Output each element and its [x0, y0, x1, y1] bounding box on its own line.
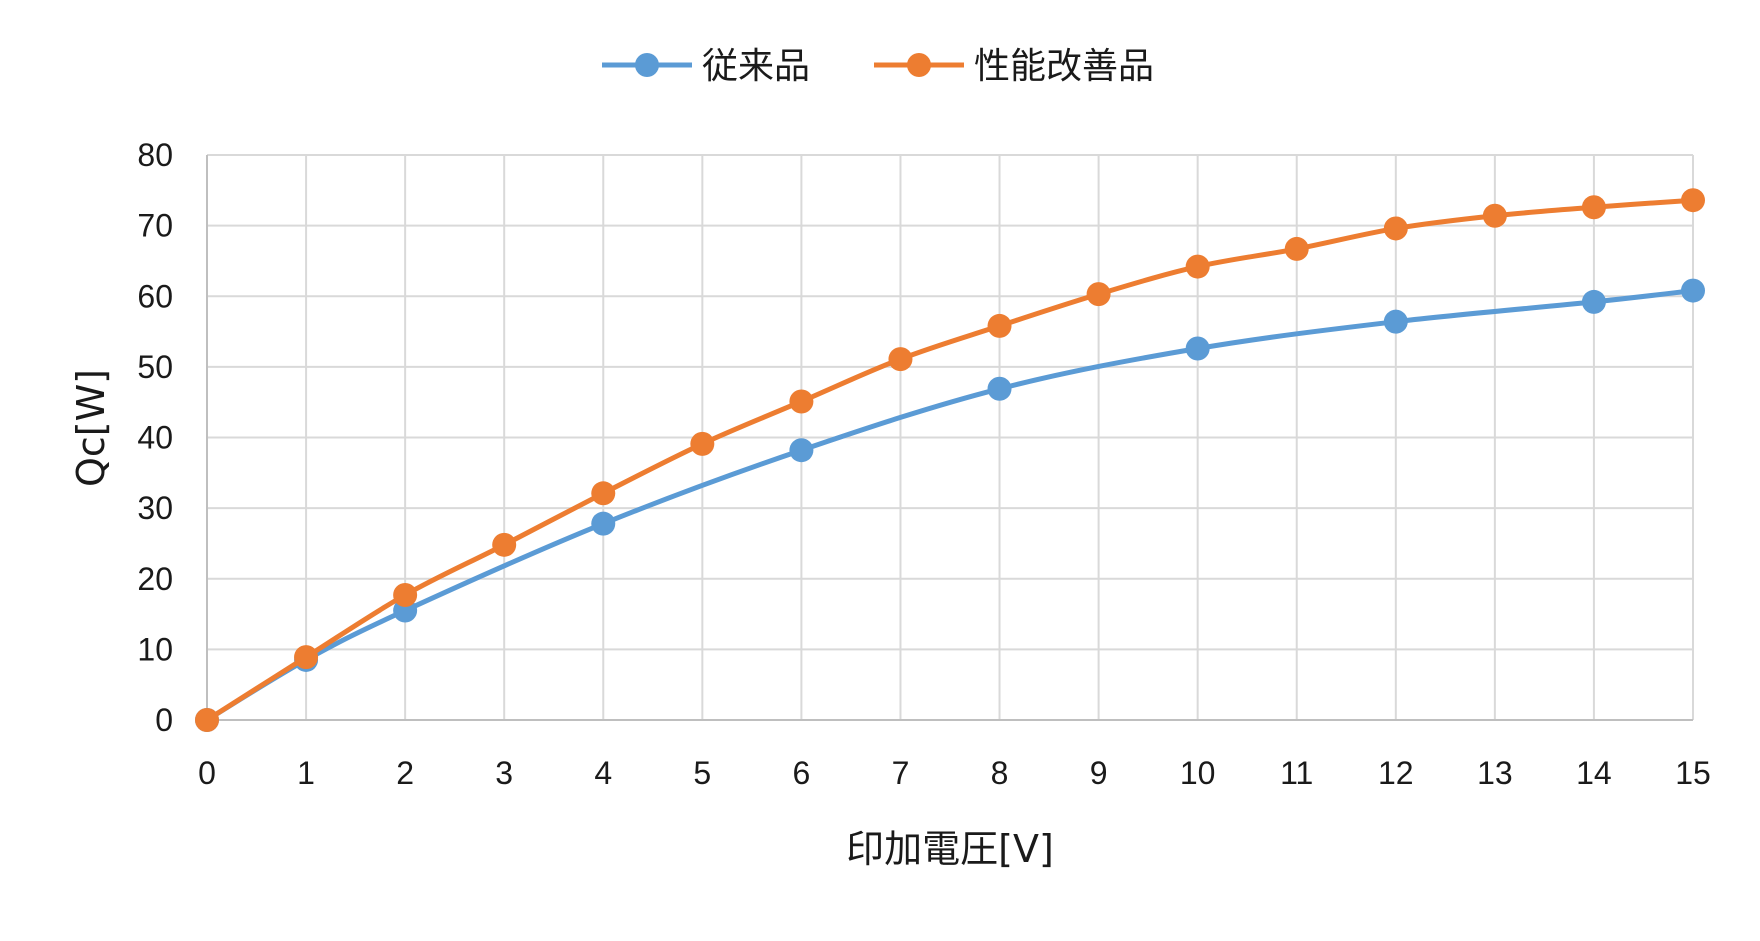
data-point — [987, 376, 1012, 401]
x-tick-label: 1 — [297, 755, 315, 791]
legend-marker-series-1 — [635, 53, 659, 77]
x-tick-label: 9 — [1090, 755, 1108, 791]
y-axis-title: Qc[W] — [69, 369, 113, 487]
data-point — [1185, 254, 1210, 279]
legend-item-series-1: 従来品 — [602, 46, 810, 87]
series-layer — [195, 188, 1705, 732]
legend-item-series-2: 性能改善品 — [874, 46, 1154, 87]
data-point — [1383, 309, 1408, 334]
data-point — [1581, 289, 1606, 314]
data-point — [1185, 336, 1210, 361]
data-point — [1681, 278, 1705, 303]
data-point — [294, 645, 319, 670]
x-tick-label: 13 — [1477, 755, 1513, 791]
axes — [206, 155, 1693, 721]
data-point — [888, 347, 913, 372]
y-tick-labels: 0 10 20 30 40 50 60 70 80 — [137, 137, 173, 738]
y-tick-label: 40 — [137, 420, 173, 456]
legend-label-series-1: 従来品 — [702, 46, 810, 87]
x-tick-label: 4 — [594, 755, 612, 791]
x-axis-title: 印加電圧[V] — [846, 827, 1054, 871]
x-tick-label: 10 — [1180, 755, 1216, 791]
data-point — [690, 431, 715, 456]
data-point — [195, 708, 219, 732]
data-point — [789, 438, 814, 463]
x-tick-label: 6 — [793, 755, 811, 791]
x-tick-label: 7 — [892, 755, 910, 791]
data-point — [1383, 216, 1408, 241]
data-point — [987, 313, 1012, 338]
data-point — [591, 511, 616, 536]
y-tick-label: 20 — [137, 561, 173, 597]
data-point — [1681, 188, 1705, 213]
legend: 従来品 性能改善品 — [602, 46, 1154, 87]
x-tick-label: 15 — [1675, 755, 1711, 791]
x-tick-label: 0 — [198, 755, 216, 791]
y-tick-label: 80 — [137, 137, 173, 173]
legend-marker-series-2 — [907, 53, 931, 77]
y-tick-label: 70 — [137, 208, 173, 244]
series-line-1 — [204, 288, 1696, 723]
data-point — [1581, 195, 1606, 220]
series-2 — [195, 188, 1705, 732]
series-1 — [195, 278, 1705, 732]
data-point — [1284, 236, 1309, 261]
data-point — [492, 532, 517, 557]
grid-lines — [207, 154, 1694, 720]
series-line-2 — [204, 197, 1696, 723]
x-tick-label: 11 — [1280, 755, 1313, 791]
data-point — [393, 582, 418, 607]
x-tick-labels: 0 1 2 3 4 5 6 7 8 9 10 11 12 13 14 15 — [198, 755, 1711, 791]
x-tick-label: 2 — [396, 755, 414, 791]
y-tick-label: 10 — [137, 631, 173, 667]
y-tick-label: 0 — [155, 702, 173, 738]
data-point — [1482, 203, 1507, 228]
x-tick-label: 5 — [693, 755, 711, 791]
y-tick-label: 30 — [137, 490, 173, 526]
x-tick-label: 12 — [1378, 755, 1414, 791]
y-tick-label: 60 — [137, 278, 173, 314]
x-tick-label: 14 — [1576, 755, 1612, 791]
y-tick-label: 50 — [137, 349, 173, 385]
data-point — [1086, 282, 1111, 307]
x-tick-label: 8 — [991, 755, 1009, 791]
data-point — [591, 481, 616, 506]
x-tick-label: 3 — [495, 755, 513, 791]
data-point — [789, 389, 814, 414]
legend-label-series-2: 性能改善品 — [974, 46, 1154, 87]
